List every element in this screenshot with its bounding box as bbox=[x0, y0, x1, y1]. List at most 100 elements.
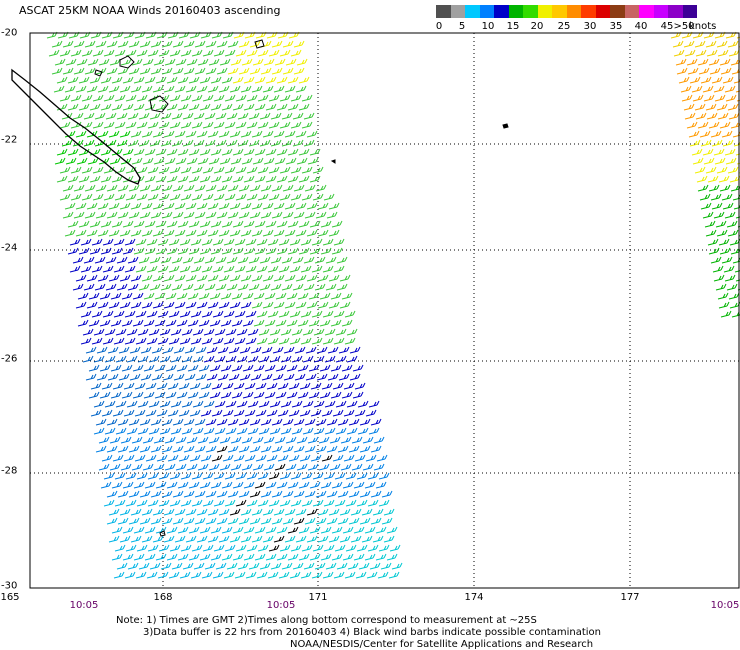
wind-barb bbox=[309, 553, 321, 561]
wind-barb bbox=[271, 418, 283, 426]
wind-barb bbox=[183, 445, 195, 453]
wind-barb bbox=[215, 283, 227, 291]
wind-barb bbox=[231, 391, 243, 399]
wind-barb bbox=[265, 103, 277, 111]
wind-barb bbox=[133, 148, 145, 156]
wind-barb bbox=[295, 301, 307, 309]
wind-barb bbox=[209, 319, 221, 327]
wind-barb bbox=[259, 139, 271, 147]
wind-barb bbox=[687, 67, 699, 75]
wind-barb bbox=[252, 463, 264, 471]
wind-barb bbox=[117, 211, 129, 219]
wind-barb bbox=[721, 130, 733, 138]
wind-barb bbox=[332, 409, 344, 417]
wind-barb bbox=[312, 472, 324, 480]
wind-barb bbox=[290, 472, 302, 480]
latitude-label: -26 bbox=[1, 353, 18, 365]
wind-barb bbox=[296, 157, 308, 165]
wind-barb bbox=[703, 157, 715, 165]
longitude-label: 174 bbox=[464, 592, 484, 603]
wind-barb bbox=[141, 274, 153, 282]
wind-barb bbox=[167, 454, 179, 462]
wind-barb bbox=[196, 508, 208, 516]
note-line-2: 3)Data buffer is 22 hrs from 20160403 4)… bbox=[143, 627, 601, 638]
wind-barb bbox=[106, 445, 118, 453]
wind-barb bbox=[141, 229, 153, 237]
wind-barb bbox=[183, 517, 195, 525]
wind-barb bbox=[284, 508, 296, 516]
wind-barb bbox=[117, 418, 129, 426]
wind-barb bbox=[721, 193, 733, 201]
wind-barb bbox=[694, 103, 706, 111]
wind-barb bbox=[272, 346, 284, 354]
wind-barb bbox=[108, 508, 120, 516]
wind-barb bbox=[150, 517, 162, 525]
wind-barb bbox=[81, 166, 93, 174]
wind-barb bbox=[318, 436, 330, 444]
wind-barb bbox=[367, 472, 379, 480]
wind-barb bbox=[240, 274, 252, 282]
wind-barb bbox=[109, 463, 121, 471]
wind-barb bbox=[292, 112, 304, 120]
wind-barb bbox=[315, 211, 327, 219]
wind-barb bbox=[247, 400, 259, 408]
wind-barb bbox=[735, 90, 740, 93]
wind-barb bbox=[166, 247, 178, 255]
wind-barb bbox=[235, 94, 247, 102]
wind-barb bbox=[342, 526, 354, 534]
wind-barb bbox=[86, 202, 98, 210]
wind-barb bbox=[240, 535, 252, 543]
wind-barb bbox=[337, 445, 349, 453]
wind-barb bbox=[216, 517, 228, 525]
wind-barb bbox=[203, 400, 215, 408]
wind-barb bbox=[207, 508, 219, 516]
wind-barb bbox=[73, 211, 85, 219]
wind-barb bbox=[108, 130, 120, 138]
wind-barb bbox=[215, 112, 227, 120]
wind-barb bbox=[257, 94, 269, 102]
legend-swatch bbox=[624, 5, 639, 18]
wind-barb bbox=[362, 463, 374, 471]
wind-barb bbox=[391, 562, 403, 570]
wind-barb bbox=[199, 220, 211, 228]
wind-barb bbox=[224, 166, 236, 174]
wind-barb bbox=[166, 526, 178, 534]
wind-barb bbox=[161, 445, 173, 453]
wind-barb bbox=[97, 85, 109, 93]
wind-barb bbox=[265, 76, 277, 84]
wind-barb bbox=[311, 238, 323, 246]
wind-barb bbox=[293, 211, 305, 219]
wind-barb bbox=[247, 427, 259, 435]
wind-barb bbox=[223, 238, 235, 246]
wind-barb bbox=[290, 499, 302, 507]
wind-barb bbox=[119, 508, 131, 516]
wind-barb bbox=[100, 175, 112, 183]
wind-barb bbox=[273, 229, 285, 237]
wind-barb bbox=[210, 175, 222, 183]
wind-barb bbox=[75, 229, 87, 237]
wind-barb bbox=[280, 355, 292, 363]
wind-barb bbox=[699, 193, 711, 201]
wind-barb bbox=[179, 265, 191, 273]
wind-barb bbox=[135, 310, 147, 318]
wind-barb bbox=[75, 85, 87, 93]
wind-barb bbox=[232, 148, 244, 156]
wind-barb bbox=[241, 436, 253, 444]
wind-barb bbox=[326, 445, 338, 453]
wind-barb bbox=[254, 148, 266, 156]
wind-barb bbox=[207, 301, 219, 309]
wind-barb bbox=[158, 193, 170, 201]
wind-barb bbox=[297, 292, 309, 300]
wind-barb bbox=[191, 544, 203, 552]
wind-barb bbox=[202, 193, 214, 201]
wind-barb bbox=[130, 301, 142, 309]
wind-barb bbox=[202, 544, 214, 552]
wind-barb bbox=[154, 319, 166, 327]
wind-barb bbox=[299, 409, 311, 417]
wind-barb bbox=[227, 490, 239, 498]
wind-barb bbox=[309, 148, 321, 156]
wind-barb bbox=[188, 175, 200, 183]
wind-barb bbox=[348, 517, 360, 525]
wind-barb bbox=[292, 139, 304, 147]
wind-barb bbox=[165, 292, 177, 300]
